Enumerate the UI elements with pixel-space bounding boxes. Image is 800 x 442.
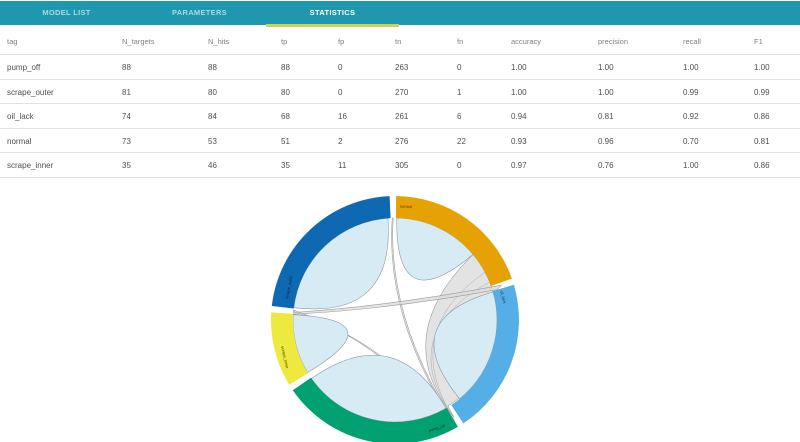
svg-text:normal: normal xyxy=(400,204,413,210)
svg-text:pump_off: pump_off xyxy=(428,423,446,433)
svg-text:scrape_inner: scrape_inner xyxy=(280,345,290,369)
svg-text:oil_lack: oil_lack xyxy=(499,290,507,304)
svg-text:scrape_outer: scrape_outer xyxy=(284,275,293,300)
